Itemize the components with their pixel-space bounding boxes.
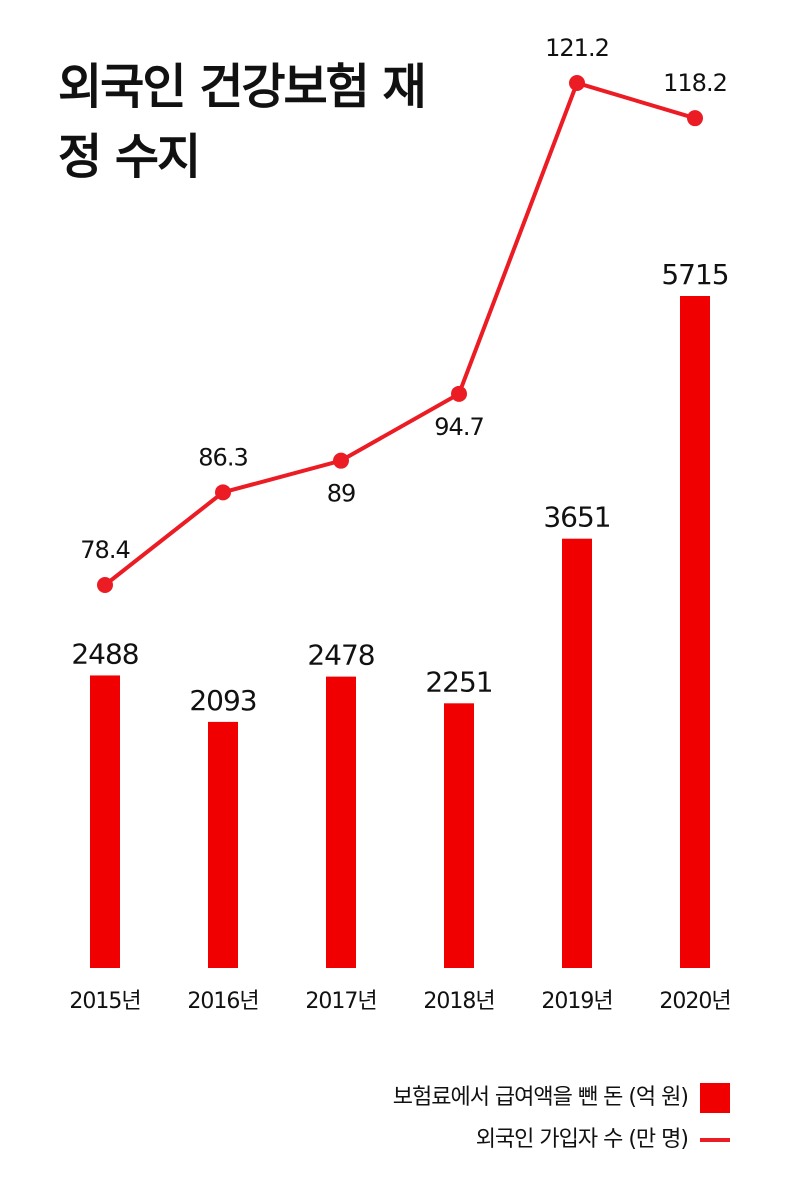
- chart-title: 외국인 건강보험 재정 수지: [58, 59, 427, 185]
- data-label: 2093: [189, 684, 256, 717]
- x-tick-label: 2015년: [69, 989, 140, 1014]
- data-label: 78.4: [80, 536, 129, 564]
- line-point: [451, 385, 467, 402]
- data-label: 86.3: [198, 443, 247, 471]
- data-label: 118.2: [663, 69, 727, 97]
- data-label: 121.2: [545, 34, 609, 62]
- bar: [680, 296, 710, 968]
- data-label: 5715: [661, 258, 728, 291]
- x-tick-label: 2017년: [305, 989, 376, 1014]
- line-point: [215, 484, 231, 501]
- data-label: 89: [327, 480, 356, 508]
- line-point: [569, 75, 585, 91]
- x-tick-label: 2020년: [659, 989, 730, 1014]
- x-tick-label: 2019년: [541, 989, 612, 1014]
- bar: [444, 703, 474, 968]
- line-point: [687, 110, 703, 127]
- data-label: 2488: [71, 637, 138, 670]
- x-tick-label: 2018년: [423, 989, 494, 1014]
- bar: [562, 538, 592, 968]
- data-label: 2478: [307, 639, 374, 672]
- legend-label: 보험료에서 급여액을 뺀 돈 (억 원): [393, 1085, 688, 1110]
- bar: [90, 675, 120, 968]
- line-point: [333, 452, 349, 469]
- legend-label: 외국인 가입자 수 (만 명): [476, 1127, 688, 1152]
- x-tick-label: 2016년: [187, 989, 258, 1014]
- bar: [326, 676, 356, 968]
- line: [103, 80, 696, 587]
- data-label: 94.7: [434, 413, 483, 441]
- data-label: 2251: [425, 665, 492, 698]
- line-point: [97, 577, 113, 593]
- legend-marker: [700, 1083, 730, 1113]
- data-label: 3651: [543, 501, 610, 534]
- bar: [208, 721, 238, 968]
